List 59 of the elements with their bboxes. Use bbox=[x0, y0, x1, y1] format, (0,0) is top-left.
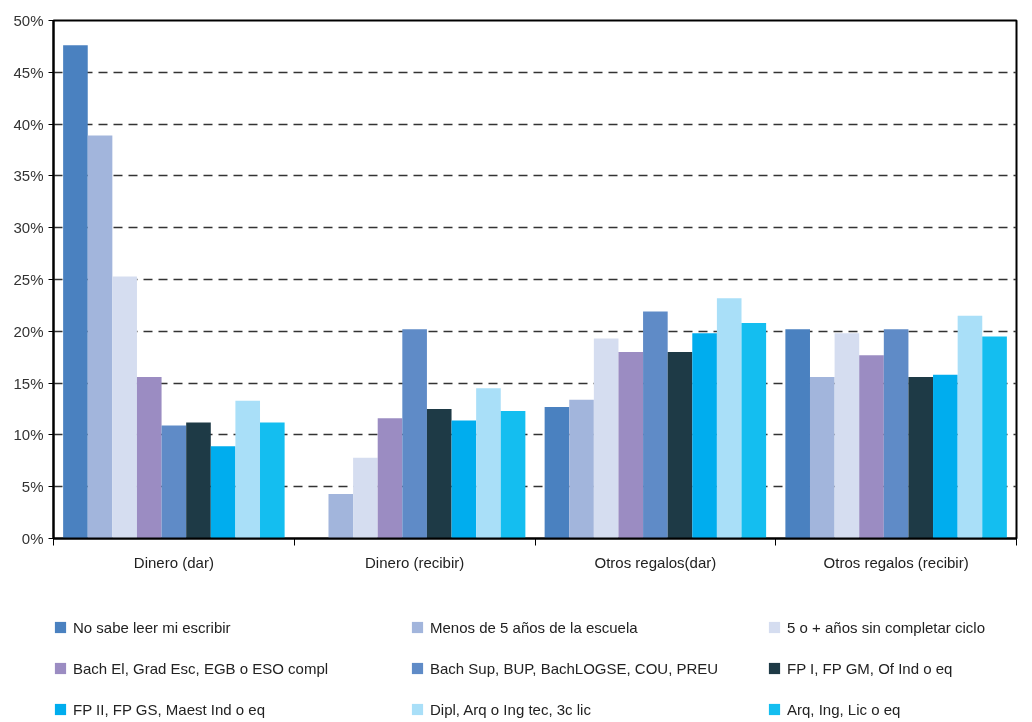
y-tick-label: 50% bbox=[13, 12, 44, 29]
bar bbox=[569, 399, 594, 539]
bar bbox=[63, 45, 88, 539]
y-tick-label: 25% bbox=[13, 271, 44, 288]
legend-label: No sabe leer mi escribir bbox=[73, 617, 232, 637]
legend-label: Arq, Ing, Lic o eq bbox=[787, 699, 902, 719]
bar bbox=[957, 315, 983, 539]
x-tick-label: Otros regalos(dar) bbox=[594, 553, 717, 571]
bar bbox=[785, 329, 810, 539]
legend-label: 5 o + años sin completar ciclo bbox=[787, 617, 987, 637]
y-tick-label: 45% bbox=[13, 63, 44, 81]
bar bbox=[402, 329, 427, 539]
y-tick-label: 5% bbox=[21, 478, 44, 496]
legend-label: Bach Sup, BUP, BachLOGSE, COU, PREU bbox=[430, 658, 720, 678]
bar bbox=[643, 311, 668, 539]
bar bbox=[500, 411, 526, 539]
bar bbox=[210, 446, 236, 539]
y-tick-label: 35% bbox=[13, 167, 44, 185]
y-tick-label: 15% bbox=[13, 374, 44, 392]
legend-label: FP II, FP GS, Maest Ind o eq bbox=[73, 699, 267, 719]
x-tick-label: Dinero (dar) bbox=[133, 553, 214, 571]
y-tick-label: 10% bbox=[13, 426, 44, 444]
bar bbox=[186, 422, 211, 539]
bar bbox=[112, 276, 137, 539]
legend-label: Dipl, Arq o Ing tec, 3c lic bbox=[430, 699, 592, 719]
bar bbox=[544, 406, 570, 539]
bar bbox=[593, 338, 619, 539]
bar bbox=[426, 409, 452, 539]
bar bbox=[377, 418, 403, 539]
bar bbox=[834, 333, 860, 539]
bar bbox=[451, 420, 477, 539]
x-tick-label: Dinero (recibir) bbox=[365, 553, 465, 571]
bar bbox=[618, 352, 644, 539]
bar bbox=[667, 352, 693, 539]
y-tick-label: 20% bbox=[13, 322, 44, 340]
bar bbox=[136, 376, 162, 539]
bar bbox=[87, 135, 113, 539]
bar bbox=[809, 376, 835, 539]
bar bbox=[741, 323, 767, 539]
y-tick-label: 30% bbox=[13, 219, 44, 237]
legend-label: Menos de 5 años de la escuela bbox=[430, 617, 639, 637]
bar bbox=[859, 355, 884, 539]
bar bbox=[235, 400, 261, 539]
bar bbox=[908, 376, 934, 539]
y-tick-label: 40% bbox=[13, 115, 44, 133]
bar bbox=[982, 336, 1007, 539]
bar bbox=[933, 374, 958, 539]
bar bbox=[260, 422, 285, 539]
bar bbox=[328, 493, 354, 539]
bar bbox=[692, 333, 717, 539]
bar bbox=[883, 329, 909, 539]
bar bbox=[716, 298, 742, 539]
y-tick-label: 0% bbox=[21, 530, 44, 547]
legend-label: FP I, FP GM, Of Ind o eq bbox=[787, 658, 954, 678]
bar bbox=[353, 457, 378, 539]
bar bbox=[476, 388, 501, 539]
x-tick-label: Otros regalos (recibir) bbox=[823, 553, 969, 571]
bar bbox=[161, 425, 187, 539]
legend-label: Bach El, Grad Esc, EGB o ESO compl bbox=[73, 658, 330, 678]
